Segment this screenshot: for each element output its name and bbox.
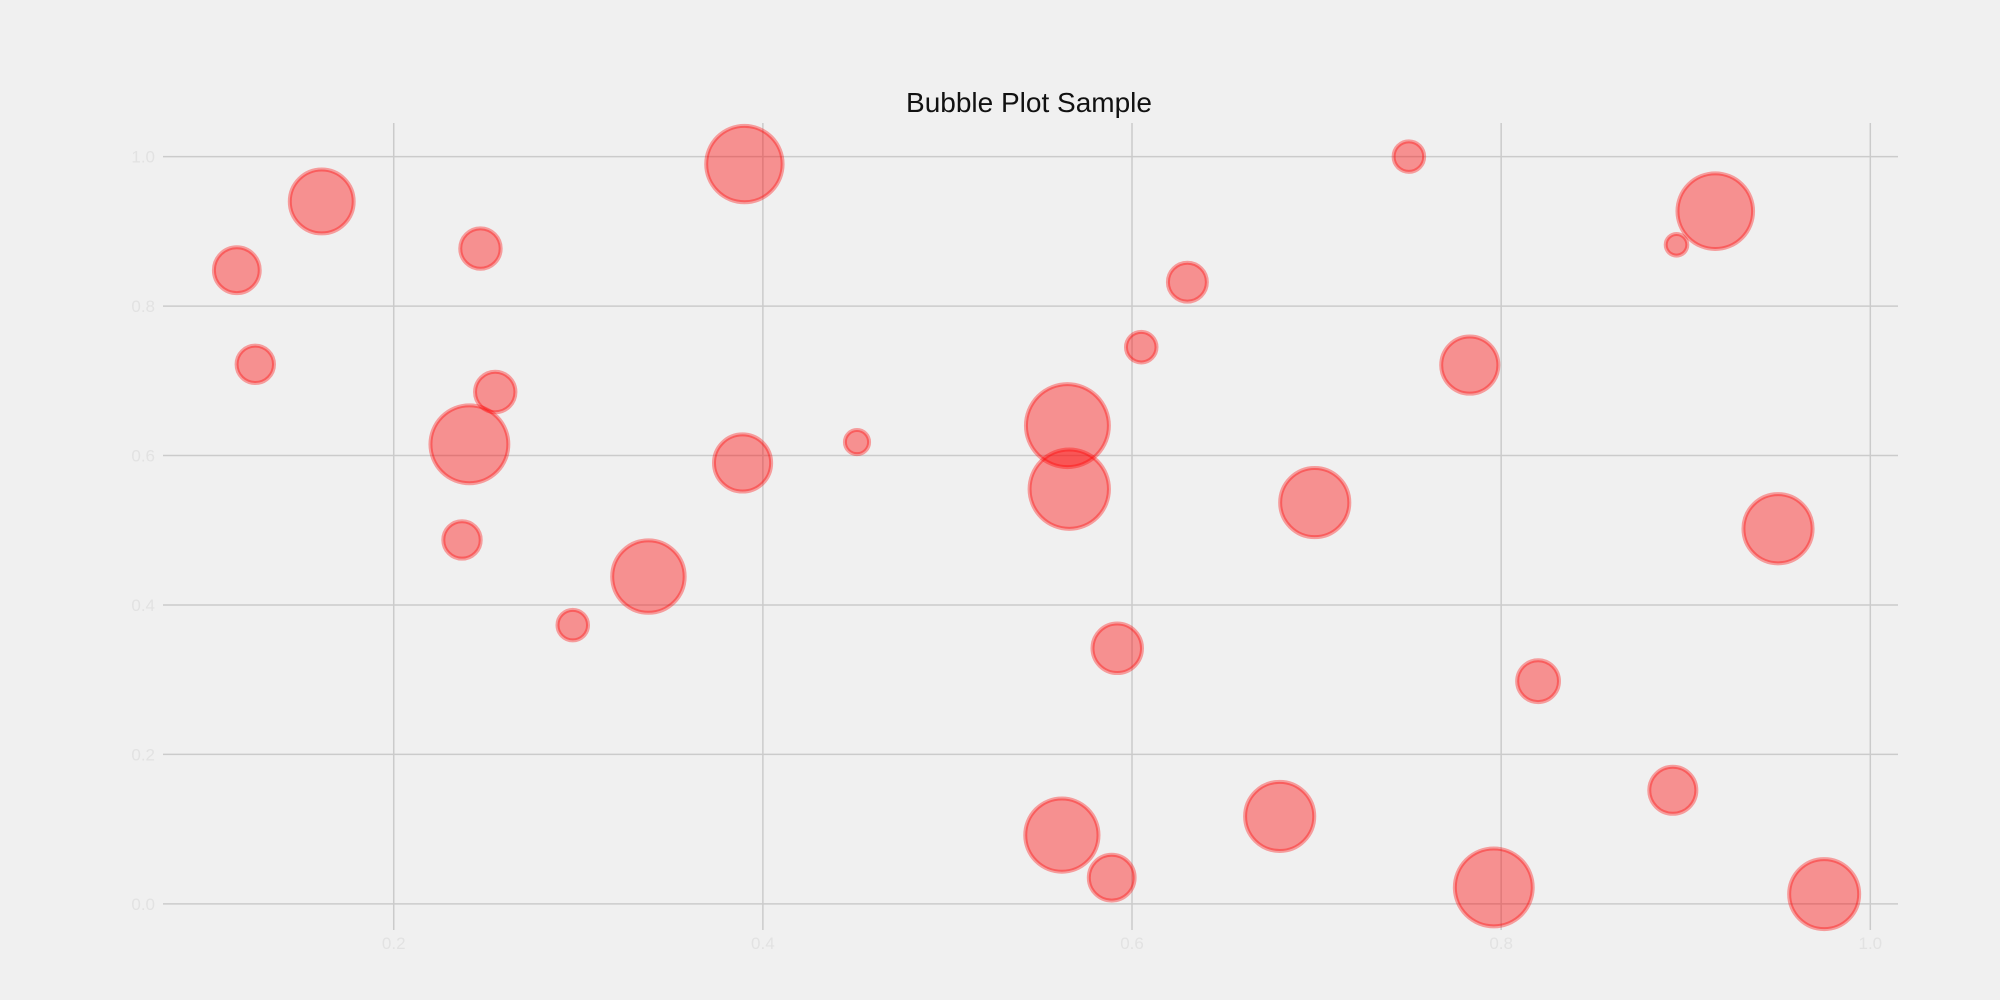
x-tick-label: 0.6 — [1120, 934, 1144, 953]
bubble — [1787, 857, 1862, 932]
bubble — [1741, 492, 1815, 566]
bubble — [441, 519, 483, 561]
bubble — [1647, 764, 1699, 816]
x-tick-label: 0.2 — [382, 934, 406, 953]
bubble — [555, 607, 591, 643]
y-tick-label: 0.2 — [131, 745, 155, 764]
bubble — [1086, 852, 1137, 903]
chart-title: Bubble Plot Sample — [906, 87, 1152, 118]
bubble — [473, 369, 518, 415]
x-tick-label: 0.4 — [751, 934, 775, 953]
bubble — [711, 432, 774, 494]
bubble — [1243, 779, 1317, 853]
bubble — [704, 123, 785, 205]
x-tick-label: 0.8 — [1489, 934, 1513, 953]
bubble — [428, 403, 511, 486]
y-tick-label: 0.6 — [131, 447, 155, 466]
bubble — [1452, 846, 1535, 929]
bubble — [1439, 334, 1501, 396]
bubble — [1123, 329, 1159, 365]
tick-layer: 0.0 0.2 0.4 0.6 0.8 1.0 0.2 0.4 0.6 0.8 1.0 — [131, 148, 1882, 953]
grid-layer — [163, 123, 1898, 930]
bubble — [1090, 621, 1144, 676]
bubble — [1165, 260, 1209, 304]
bubble — [1023, 382, 1111, 470]
y-tick-label: 0.4 — [131, 596, 155, 615]
bubble — [287, 167, 356, 236]
bubble — [1278, 466, 1352, 540]
y-tick-label: 1.0 — [131, 148, 155, 167]
bubble — [211, 245, 262, 296]
y-tick-label: 0.0 — [131, 895, 155, 914]
bubble — [458, 226, 503, 271]
bubble — [1675, 171, 1756, 251]
bubble — [234, 343, 276, 386]
y-tick-label: 0.8 — [131, 297, 155, 316]
bubble — [1663, 231, 1690, 258]
bubble — [1027, 447, 1111, 531]
bubble — [842, 427, 872, 457]
bubble — [610, 538, 687, 615]
bubble-layer — [211, 123, 1862, 932]
bubble — [1023, 796, 1101, 874]
x-tick-label: 1.0 — [1858, 934, 1882, 953]
bubble — [1391, 139, 1427, 174]
bubble — [1515, 658, 1561, 705]
